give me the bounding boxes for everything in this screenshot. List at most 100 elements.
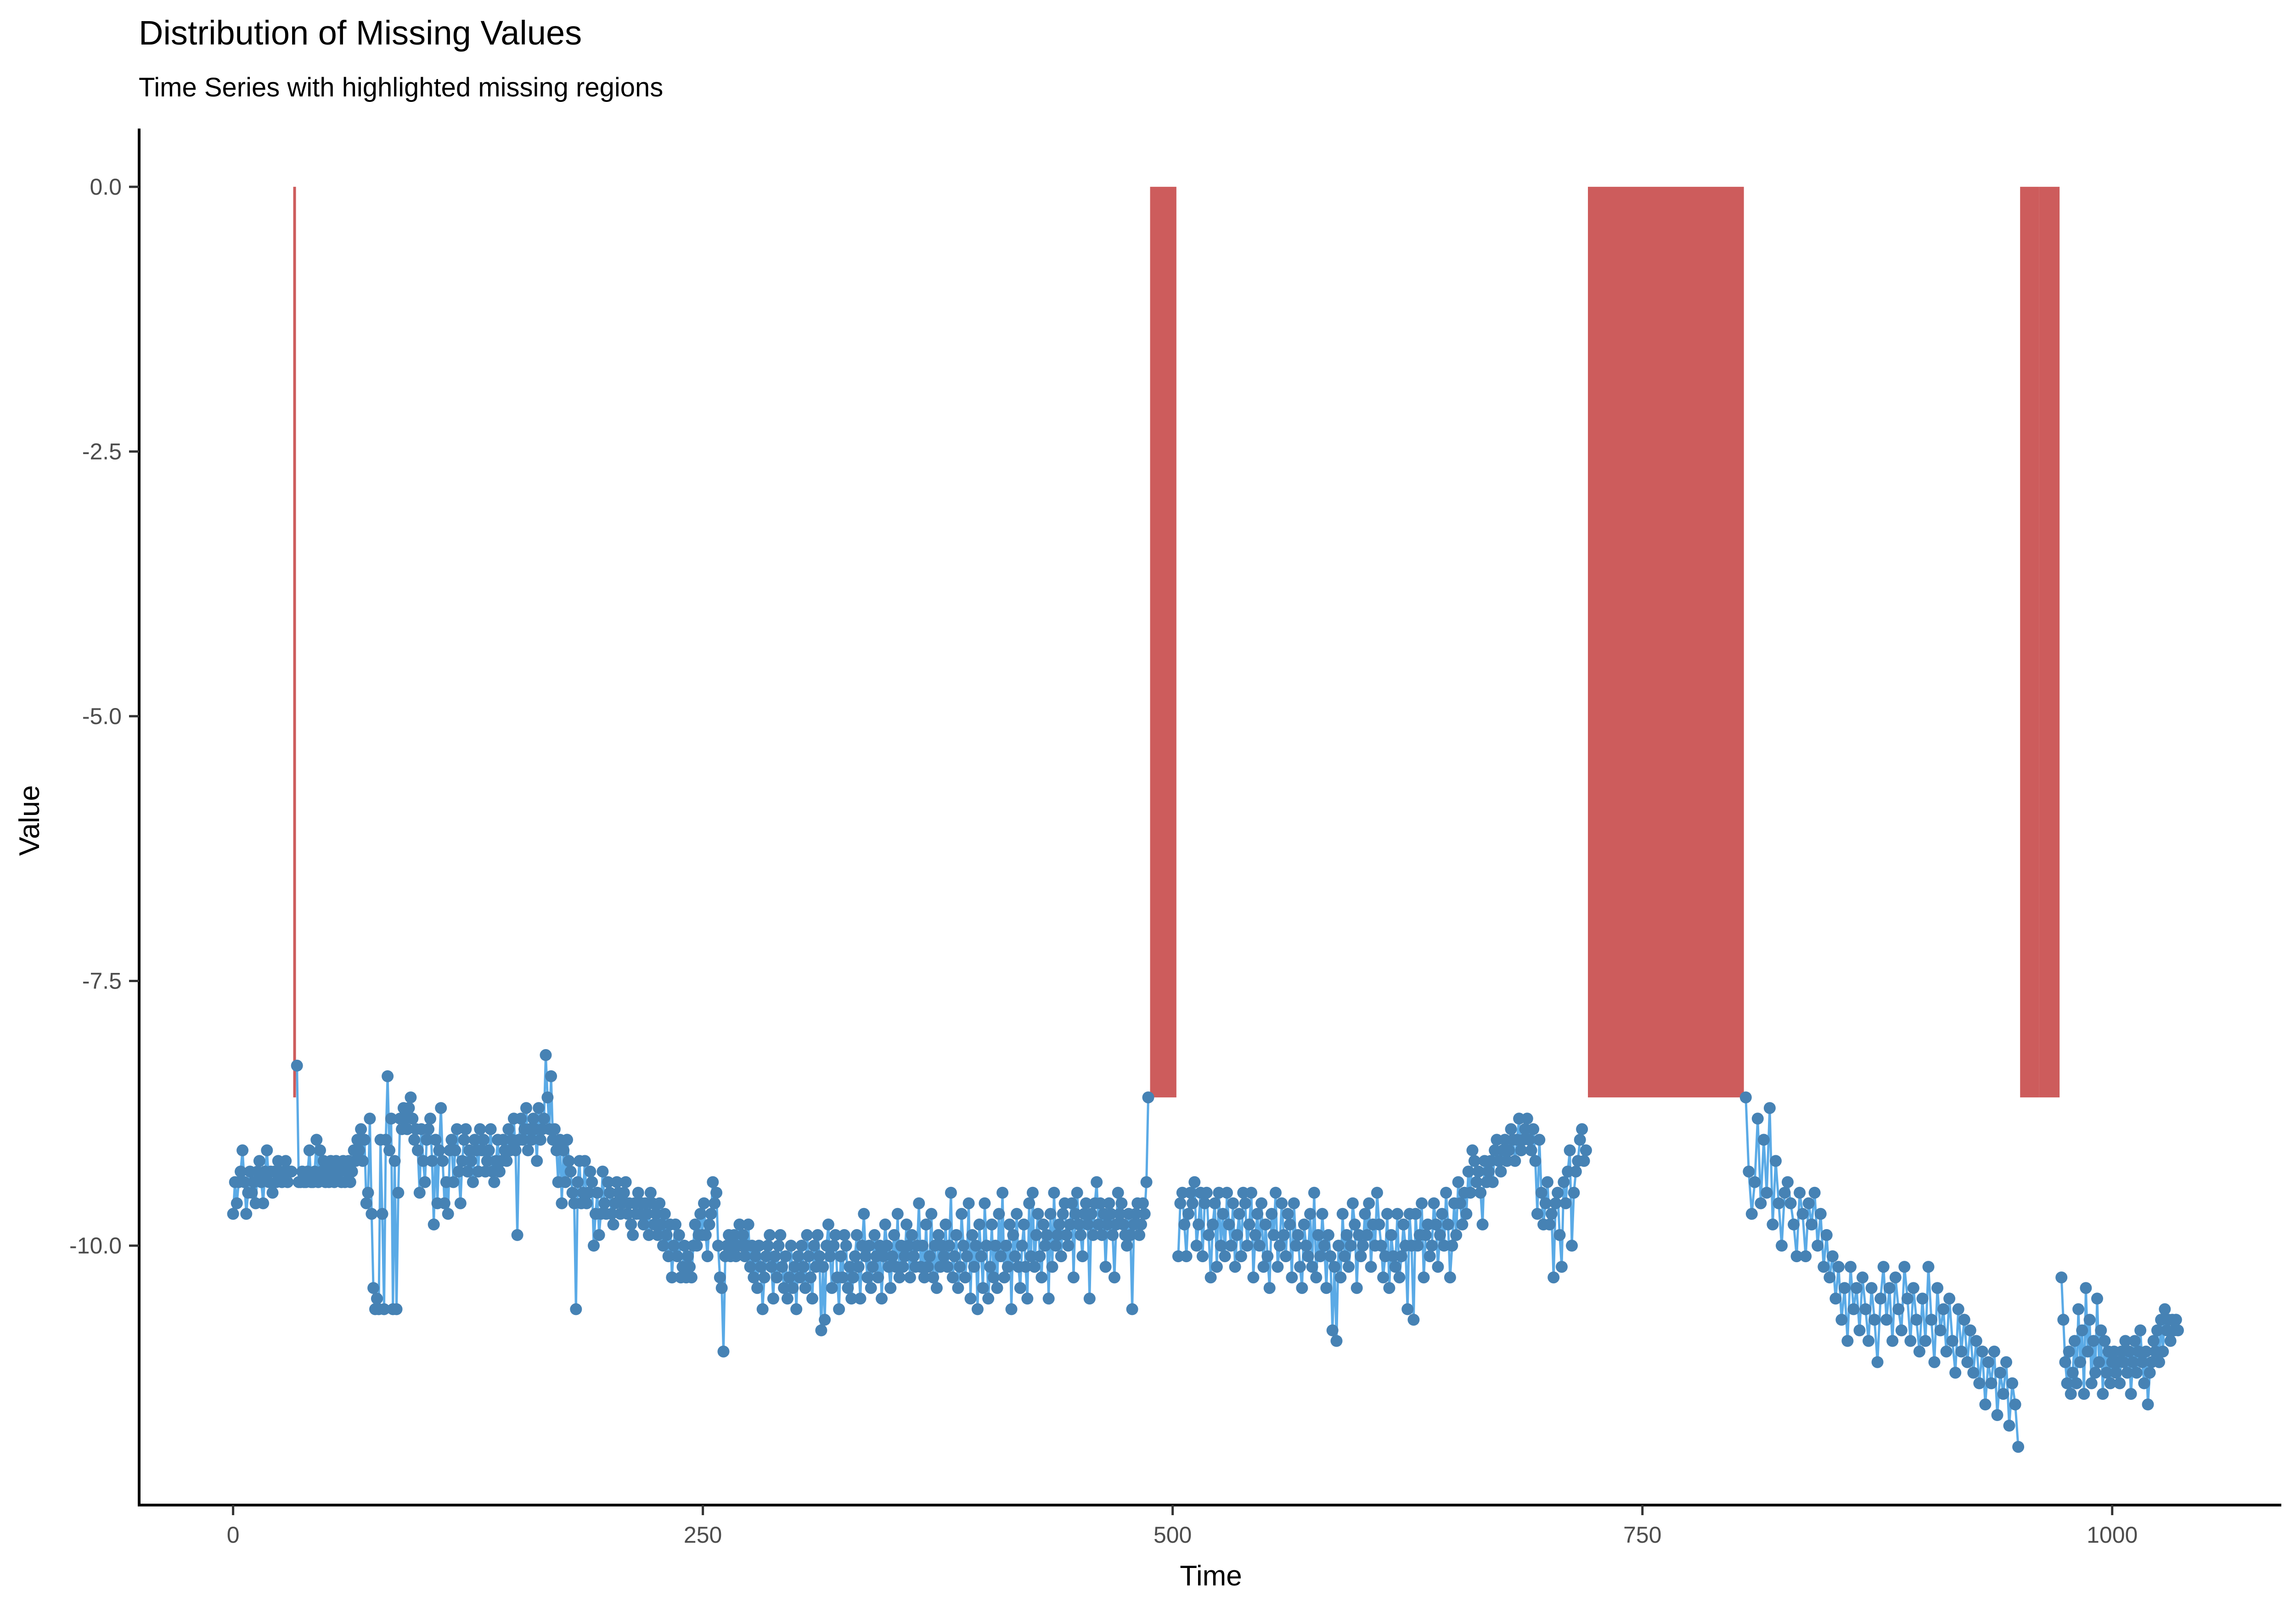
data-point	[1558, 1176, 1570, 1188]
data-point	[1075, 1229, 1087, 1241]
data-point	[1312, 1229, 1324, 1241]
data-point	[1454, 1197, 1466, 1209]
data-point	[2012, 1441, 2025, 1453]
data-point	[1555, 1261, 1568, 1273]
data-point	[1346, 1197, 1359, 1209]
data-point	[1788, 1218, 1800, 1231]
data-point	[852, 1261, 865, 1273]
data-point	[1767, 1218, 1779, 1231]
data-point	[808, 1240, 820, 1252]
data-point	[753, 1240, 765, 1252]
data-point	[730, 1250, 742, 1263]
data-point	[1071, 1186, 1083, 1199]
data-point	[346, 1165, 358, 1178]
data-point	[1300, 1240, 1312, 1252]
data-point	[533, 1102, 545, 1114]
data-point	[1895, 1324, 1908, 1337]
data-point	[1845, 1261, 1857, 1273]
data-point	[1039, 1240, 1051, 1252]
data-point	[1209, 1197, 1221, 1209]
data-point	[1979, 1398, 1992, 1410]
data-point	[584, 1165, 597, 1178]
data-point	[671, 1250, 683, 1263]
data-point	[1219, 1250, 1231, 1263]
data-point	[517, 1134, 529, 1146]
data-point	[930, 1282, 943, 1294]
data-point	[952, 1282, 964, 1294]
data-point	[1925, 1314, 1937, 1326]
data-point	[1009, 1250, 1021, 1263]
data-point	[411, 1144, 424, 1157]
data-point	[1019, 1261, 1032, 1273]
data-point	[970, 1240, 982, 1252]
data-point	[597, 1165, 609, 1178]
data-point	[1916, 1292, 1929, 1305]
data-point	[1424, 1250, 1436, 1263]
data-point	[742, 1218, 754, 1231]
data-point	[1215, 1240, 1227, 1252]
data-point	[1928, 1356, 1941, 1368]
data-point	[799, 1282, 811, 1294]
data-point	[1249, 1229, 1261, 1241]
data-point	[1115, 1197, 1128, 1209]
data-point	[2093, 1356, 2105, 1368]
data-point	[383, 1144, 395, 1157]
data-point	[1800, 1250, 1812, 1263]
data-point	[417, 1155, 429, 1167]
data-point	[749, 1250, 762, 1263]
data-point	[774, 1229, 787, 1241]
data-point	[710, 1186, 723, 1199]
data-point	[1426, 1240, 1438, 1252]
data-point	[1559, 1197, 1572, 1209]
data-point	[1407, 1314, 1420, 1326]
data-point	[1096, 1229, 1108, 1241]
data-point	[1217, 1208, 1229, 1220]
data-point	[1041, 1229, 1053, 1241]
data-point	[2089, 1366, 2101, 1379]
data-point	[2061, 1377, 2073, 1389]
data-point	[240, 1208, 253, 1220]
data-point	[684, 1261, 696, 1273]
data-point	[668, 1240, 680, 1252]
data-point	[1802, 1197, 1815, 1209]
data-point	[1308, 1186, 1320, 1199]
y-tick-label: -7.5	[82, 968, 122, 994]
data-point	[1210, 1261, 1223, 1273]
data-point	[698, 1197, 710, 1209]
data-point	[467, 1176, 479, 1188]
data-point	[1432, 1261, 1444, 1273]
data-point	[844, 1261, 856, 1273]
x-tick-label: 750	[1623, 1522, 1661, 1548]
data-point	[1444, 1271, 1456, 1284]
data-point	[1190, 1240, 1203, 1252]
data-point	[2138, 1377, 2150, 1389]
data-point	[285, 1165, 298, 1178]
data-point	[1057, 1208, 1069, 1220]
data-point	[712, 1240, 724, 1252]
data-point	[401, 1123, 413, 1135]
y-axis-ticks: 0.0 -2.5 -5.0 -7.5 -10.0	[69, 174, 139, 1259]
data-point	[435, 1102, 447, 1114]
data-point	[979, 1197, 991, 1209]
data-point	[733, 1218, 746, 1231]
data-point	[227, 1208, 239, 1220]
data-point	[769, 1250, 781, 1263]
data-point	[1280, 1250, 1292, 1263]
data-point	[2117, 1356, 2130, 1368]
data-point	[1053, 1218, 1065, 1231]
data-point	[1853, 1324, 1866, 1337]
data-point	[563, 1155, 575, 1167]
data-point	[907, 1250, 920, 1263]
data-point	[1841, 1335, 1854, 1347]
data-point	[501, 1155, 513, 1167]
data-point	[310, 1134, 323, 1146]
data-point	[1003, 1218, 1016, 1231]
data-point	[829, 1229, 842, 1241]
data-point	[1310, 1271, 1322, 1284]
data-point	[1026, 1186, 1039, 1199]
data-point	[442, 1208, 454, 1220]
data-point	[1818, 1261, 1830, 1273]
data-point	[995, 1250, 1007, 1263]
data-point	[281, 1176, 294, 1188]
